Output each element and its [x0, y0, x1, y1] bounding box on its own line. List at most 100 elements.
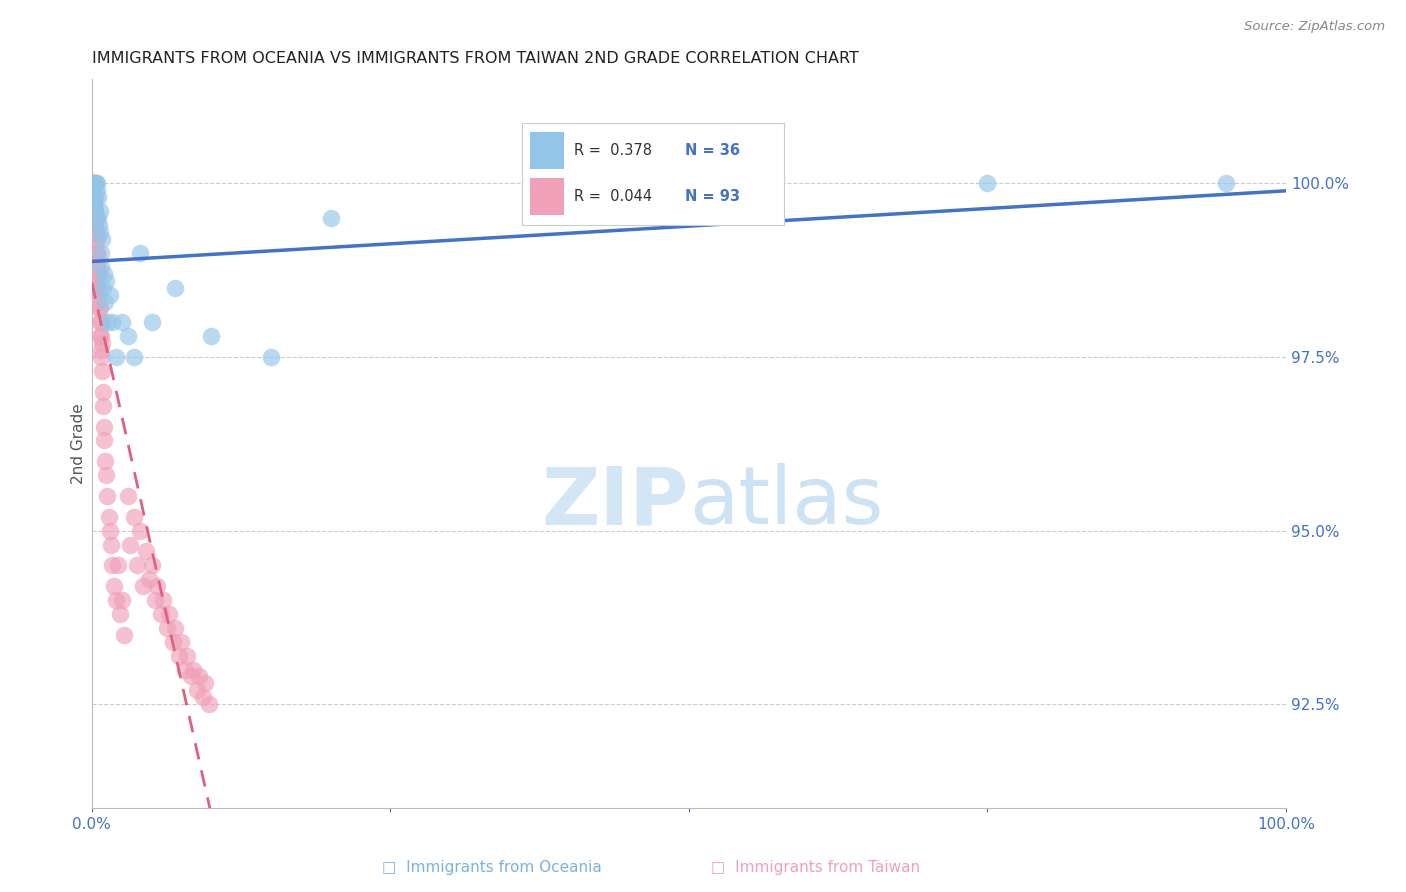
Point	[86, 252, 108, 267]
Point	[90, 246, 112, 260]
Point	[87, 280, 110, 294]
Text: □  Immigrants from Oceania: □ Immigrants from Oceania	[382, 860, 602, 874]
Point	[97, 509, 120, 524]
Point	[83, 177, 105, 191]
Point	[87, 301, 110, 316]
Point	[678, 211, 700, 226]
Point	[83, 204, 105, 219]
Point	[104, 350, 127, 364]
Point	[84, 218, 107, 232]
Point	[194, 676, 217, 690]
Point	[96, 315, 118, 329]
Point	[98, 524, 121, 538]
Point	[128, 524, 150, 538]
Point	[260, 350, 283, 364]
Point	[83, 190, 105, 204]
Point	[118, 537, 141, 551]
Point	[111, 593, 134, 607]
Point	[107, 558, 129, 573]
Point	[84, 225, 107, 239]
Point	[143, 593, 166, 607]
Y-axis label: 2nd Grade: 2nd Grade	[72, 403, 86, 484]
Point	[167, 648, 190, 663]
Point	[181, 663, 204, 677]
Point	[83, 177, 105, 191]
Point	[91, 384, 114, 399]
Point	[127, 558, 149, 573]
Point	[101, 315, 124, 329]
Point	[976, 177, 998, 191]
Point	[86, 232, 108, 246]
Point	[162, 634, 184, 648]
Point	[103, 579, 125, 593]
Point	[93, 419, 115, 434]
Point	[165, 280, 187, 294]
Point	[86, 260, 108, 274]
Point	[84, 204, 107, 219]
Text: ZIP: ZIP	[541, 463, 689, 541]
Point	[82, 177, 104, 191]
Point	[89, 287, 111, 301]
Point	[200, 329, 222, 343]
Text: □  Immigrants from Taiwan: □ Immigrants from Taiwan	[711, 860, 920, 874]
Point	[86, 267, 108, 281]
Point	[104, 593, 127, 607]
Point	[150, 607, 173, 621]
Point	[152, 593, 174, 607]
Point	[86, 177, 108, 191]
Point	[90, 336, 112, 351]
Point	[117, 489, 139, 503]
Point	[84, 211, 107, 226]
Point	[157, 607, 180, 621]
Point	[83, 211, 105, 226]
Point	[89, 301, 111, 316]
Point	[188, 669, 211, 683]
Point	[93, 267, 115, 281]
Point	[86, 246, 108, 260]
Point	[87, 218, 110, 232]
Point	[176, 648, 198, 663]
Point	[91, 232, 114, 246]
Point	[186, 683, 208, 698]
Point	[112, 628, 135, 642]
Point	[83, 211, 105, 226]
Point	[86, 246, 108, 260]
Point	[84, 225, 107, 239]
Point	[122, 509, 145, 524]
Point	[84, 232, 107, 246]
Point	[128, 246, 150, 260]
Point	[91, 364, 114, 378]
Point	[87, 280, 110, 294]
Point	[84, 204, 107, 219]
Point	[86, 267, 108, 281]
Point	[87, 294, 110, 309]
Point	[82, 177, 104, 191]
Point	[94, 454, 117, 468]
Point	[90, 350, 112, 364]
Point	[82, 190, 104, 204]
Point	[91, 280, 114, 294]
Text: IMMIGRANTS FROM OCEANIA VS IMMIGRANTS FROM TAIWAN 2ND GRADE CORRELATION CHART: IMMIGRANTS FROM OCEANIA VS IMMIGRANTS FR…	[91, 51, 859, 66]
Point	[89, 329, 111, 343]
Point	[83, 190, 105, 204]
Point	[86, 183, 108, 197]
Point	[117, 329, 139, 343]
Point	[86, 280, 108, 294]
Point	[98, 287, 121, 301]
Point	[94, 274, 117, 288]
Point	[83, 197, 105, 211]
Point	[94, 468, 117, 483]
Point	[100, 537, 122, 551]
Point	[191, 690, 214, 705]
Point	[89, 315, 111, 329]
Point	[87, 190, 110, 204]
Point	[198, 697, 221, 711]
Point	[84, 211, 107, 226]
Point	[89, 225, 111, 239]
Point	[83, 177, 105, 191]
Point	[94, 294, 117, 309]
Point	[87, 267, 110, 281]
Point	[90, 343, 112, 358]
Point	[170, 634, 193, 648]
Point	[135, 544, 157, 558]
